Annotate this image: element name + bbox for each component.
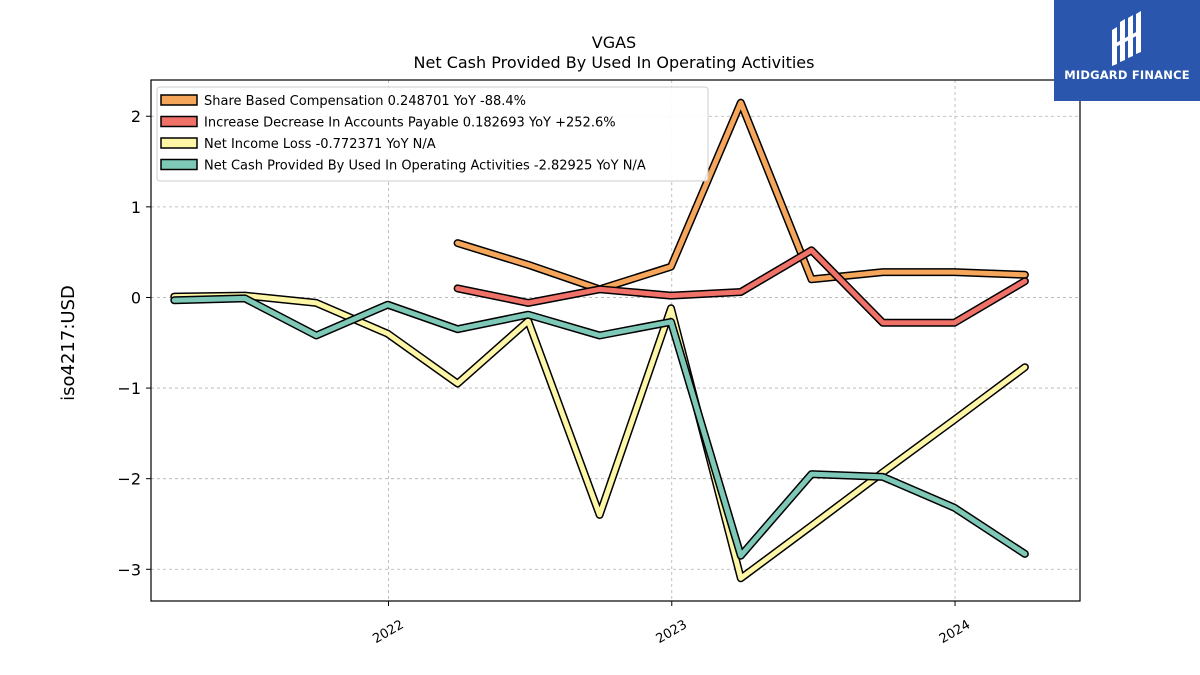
series-path [455, 247, 1028, 326]
midgard-finance-logo: MIDGARD FINANCE [1054, 0, 1200, 101]
legend-swatch [160, 137, 198, 149]
x-tick-label: 2024 [937, 617, 973, 647]
legend-entry: Increase Decrease In Accounts Payable 0.… [204, 116, 616, 131]
series-line [453, 98, 1029, 294]
legend-entry: Share Based Compensation 0.248701 YoY -8… [204, 94, 526, 109]
y-tick-label: 2 [131, 107, 141, 126]
y-tick-label: 0 [131, 288, 141, 307]
midgard-logo-icon [1112, 11, 1141, 66]
y-tick-label: −1 [117, 379, 141, 398]
x-tick-label: 2022 [370, 617, 406, 647]
series-outline [453, 246, 1029, 327]
y-tick-label: −3 [117, 560, 141, 579]
series-path [171, 295, 1028, 559]
legend-entry: Net Income Loss -0.772371 YoY N/A [204, 137, 436, 152]
y-axis-label: iso4217:USD [58, 285, 79, 401]
chart-title: VGAS [592, 33, 636, 52]
legend-swatch [160, 115, 198, 128]
chart-subtitle: Net Cash Provided By Used In Operating A… [414, 53, 815, 72]
logo-text: MIDGARD FINANCE [1064, 68, 1190, 82]
series-path [455, 100, 1028, 292]
legend-entry: Net Cash Provided By Used In Operating A… [204, 159, 646, 174]
legend-swatch [160, 158, 198, 171]
legend-swatch [160, 94, 198, 106]
series-line [453, 246, 1029, 327]
plot-frame [150, 79, 1081, 602]
legend: Share Based Compensation 0.248701 YoY -8… [156, 86, 709, 182]
x-tick-label: 2023 [654, 617, 690, 647]
series-line [170, 294, 1029, 560]
legend-box [156, 86, 709, 182]
series-group [170, 98, 1029, 583]
series-path [171, 293, 1028, 581]
series-line [170, 291, 1029, 583]
y-tick-label: 1 [131, 198, 141, 217]
y-tick-label: −2 [117, 470, 141, 489]
